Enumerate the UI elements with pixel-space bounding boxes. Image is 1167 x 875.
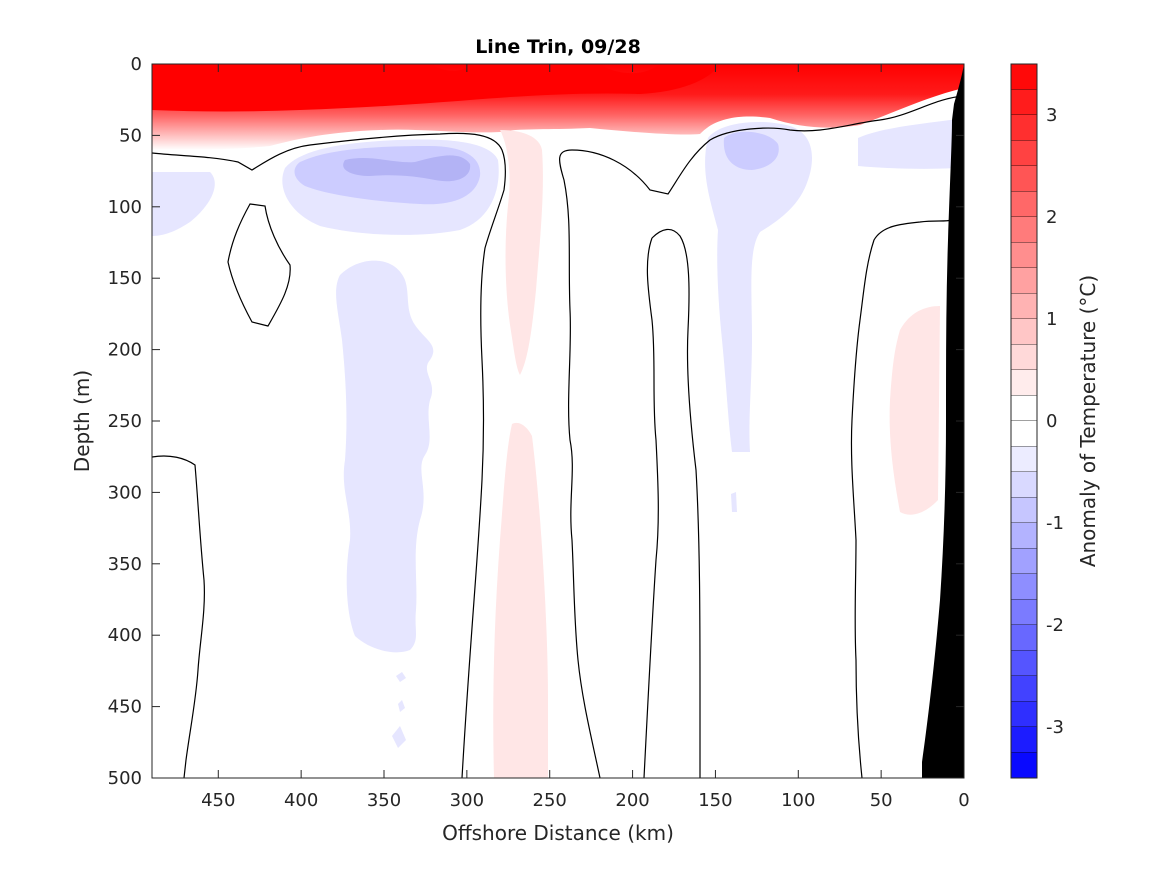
colorbar-label: Anomaly of Temperature (°C): [1076, 275, 1100, 567]
y-tick-label-6: 300: [108, 482, 142, 503]
y-tick-label-5: 250: [108, 411, 142, 432]
x-axis-label: Offshore Distance (km): [442, 821, 674, 845]
warm-column-lower: [493, 422, 548, 778]
zero-contour-shelf: [850, 219, 953, 778]
y-tick-label-4: 200: [108, 340, 142, 361]
colorbar-band-25: [1011, 701, 1037, 728]
cold-core-offshore-center: [343, 155, 471, 182]
colorbar-band-14: [1011, 421, 1037, 447]
x-tick-label-6: 150: [698, 790, 732, 811]
colorbar-band-24: [1011, 676, 1037, 702]
colorbar-tick-label-4: -1: [1046, 513, 1064, 534]
contour-fills: [152, 64, 964, 778]
y-tick-label-1: 50: [119, 125, 142, 146]
colorbar-band-8: [1011, 268, 1037, 294]
y-tick-label-0: 0: [131, 54, 142, 75]
colorbar-frame: [1010, 63, 1038, 779]
x-axis-ticks: 450 400 350 300 250 200 150 100 50 0: [201, 64, 970, 811]
x-tick-label-9: 0: [958, 790, 969, 811]
cold-column: [336, 260, 434, 653]
colorbar-band-20: [1011, 574, 1037, 600]
cold-speck-4: [731, 492, 737, 512]
chart-title: Line Trin, 09/28: [475, 36, 641, 58]
zero-contour-surface: [152, 132, 506, 778]
colorbar-band-1: [1011, 89, 1037, 116]
colorbar-band-5: [1011, 191, 1037, 218]
colorbar-band-19: [1011, 548, 1037, 575]
colorbar-band-9: [1011, 293, 1037, 320]
cold-patch-shelf: [858, 120, 958, 169]
colorbar-tick-label-6: -3: [1046, 717, 1064, 738]
y-axis-label: Depth (m): [70, 370, 94, 472]
cold-lobe-west: [152, 172, 215, 236]
y-tick-label-8: 400: [108, 625, 142, 646]
zero-contour-loop-west: [227, 203, 291, 327]
zero-contour-loop-center: [643, 228, 701, 778]
colorbar-tick-label-1: 2: [1046, 207, 1057, 228]
cold-speck-2: [398, 700, 405, 712]
colorbar-band-22: [1011, 625, 1037, 651]
y-tick-label-9: 450: [108, 697, 142, 718]
warm-column-upper: [500, 130, 543, 375]
colorbar-band-6: [1011, 217, 1037, 243]
surface-warm-core: [152, 64, 720, 112]
cold-core-nearshore-outer: [705, 122, 813, 452]
x-tick-label-2: 350: [367, 790, 401, 811]
colorbar-tick-label-2: 1: [1046, 309, 1057, 330]
x-tick-label-0: 450: [201, 790, 235, 811]
colorbar-band-17: [1011, 497, 1037, 524]
warm-patch-shelf: [889, 306, 940, 515]
x-tick-label-7: 100: [781, 790, 815, 811]
colorbar-band-21: [1011, 599, 1037, 626]
colorbar-band-12: [1011, 370, 1037, 396]
y-axis-ticks: 0 50 100 150 200 250 300 350 400 450 500: [108, 54, 964, 789]
zero-contour-middle: [559, 95, 964, 778]
x-tick-label-4: 250: [533, 790, 567, 811]
colorbar-band-0: [1011, 64, 1037, 90]
bathymetry-slope: [922, 64, 964, 778]
y-tick-label-7: 350: [108, 554, 142, 575]
x-tick-label-1: 400: [284, 790, 318, 811]
colorbar-band-18: [1011, 523, 1037, 549]
colorbar-band-26: [1011, 727, 1037, 753]
colorbar: 3 2 1 0 -1 -2 -3: [1010, 63, 1064, 779]
colorbar-band-2: [1011, 115, 1037, 141]
cold-speck-3: [392, 726, 406, 748]
colorbar-band-15: [1011, 446, 1037, 473]
colorbar-band-11: [1011, 344, 1037, 371]
x-tick-label-8: 50: [870, 790, 893, 811]
colorbar-band-10: [1011, 319, 1037, 345]
colorbar-tick-label-0: 3: [1046, 105, 1057, 126]
colorbar-band-23: [1011, 650, 1037, 677]
zero-contour-deep-west: [152, 455, 205, 778]
x-tick-label-3: 300: [450, 790, 484, 811]
plot-area: [152, 64, 964, 778]
y-tick-label-3: 150: [108, 268, 142, 289]
cold-core-nearshore-inner: [723, 131, 779, 170]
x-tick-label-5: 200: [615, 790, 649, 811]
colorbar-tick-label-3: 0: [1046, 411, 1057, 432]
colorbar-band-7: [1011, 242, 1037, 269]
colorbar-band-13: [1011, 395, 1037, 422]
y-tick-label-2: 100: [108, 197, 142, 218]
colorbar-band-16: [1011, 472, 1037, 498]
cold-speck-1: [396, 672, 406, 682]
colorbar-band-27: [1011, 752, 1037, 779]
colorbar-band-3: [1011, 140, 1037, 167]
colorbar-tick-label-5: -2: [1046, 615, 1064, 636]
y-tick-label-10: 500: [108, 768, 142, 789]
colorbar-band-4: [1011, 166, 1037, 192]
